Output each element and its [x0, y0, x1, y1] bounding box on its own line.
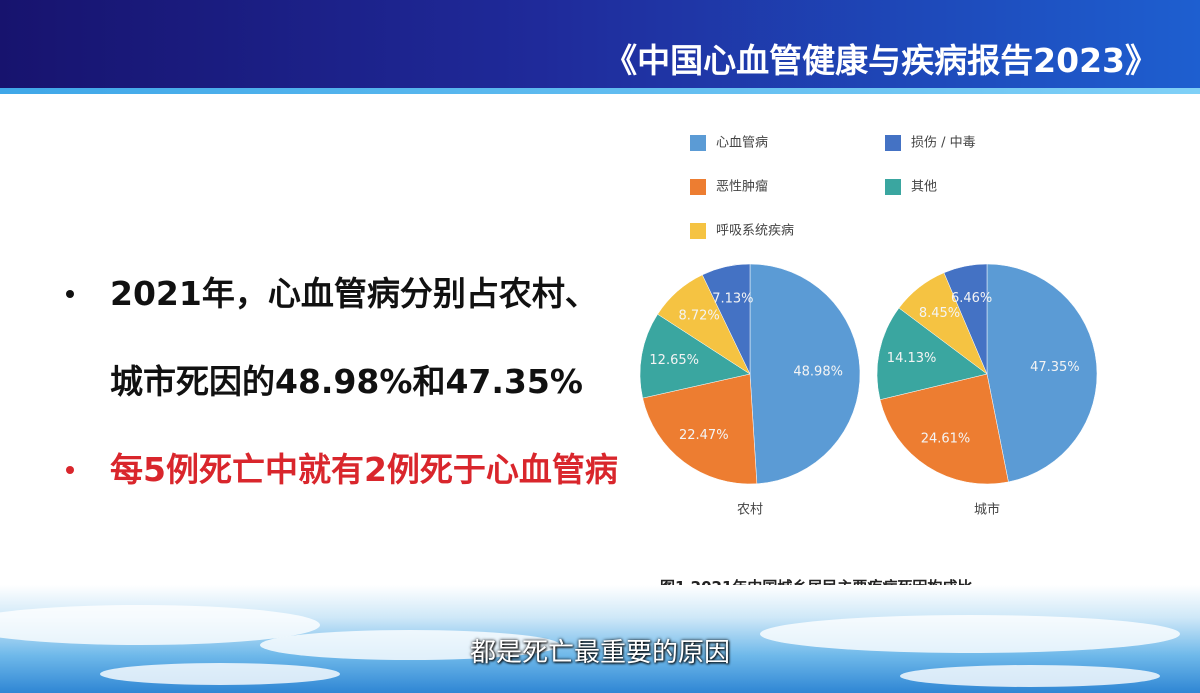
- legend-label: 其他: [911, 180, 937, 195]
- legend-label: 损伤 / 中毒: [911, 136, 976, 151]
- bullet-text: 每5例死亡中就有2例死于心血管病: [110, 450, 618, 489]
- header-line: [0, 88, 1200, 94]
- foam: [260, 630, 560, 660]
- legend-swatch: [690, 223, 706, 239]
- pie-slice: [879, 373, 1009, 485]
- data-label: 47.35%: [1030, 360, 1080, 375]
- legend-swatch: [885, 179, 901, 195]
- foam: [900, 665, 1160, 687]
- data-label: 12.65%: [649, 353, 699, 368]
- pie-slice: [749, 263, 861, 485]
- pie-slice: [986, 263, 1098, 483]
- data-label: 8.45%: [919, 306, 960, 321]
- data-label: 24.61%: [921, 431, 971, 446]
- header-band: [0, 0, 1200, 88]
- pie-slice: [642, 373, 758, 485]
- pie-slice: [701, 263, 751, 375]
- slide-title: 《中国心血管健康与疾病报告2023》: [604, 41, 1158, 80]
- data-label: 7.13%: [712, 291, 753, 306]
- wave-background: [0, 585, 1200, 693]
- pie-slice: [943, 263, 988, 375]
- data-label: 6.46%: [951, 291, 992, 306]
- data-label: 48.98%: [793, 364, 843, 379]
- foam: [100, 663, 340, 685]
- legend-swatch: [690, 135, 706, 151]
- legend-label: 心血管病: [716, 136, 768, 151]
- legend-label: 恶性肿瘤: [716, 179, 768, 195]
- foam: [760, 615, 1180, 653]
- data-label: 8.72%: [678, 309, 719, 324]
- pie-slice: [876, 307, 988, 400]
- bullet-dot: [66, 466, 74, 474]
- legend-label: 呼吸系统疾病: [716, 224, 794, 239]
- pie-slice: [639, 313, 751, 399]
- pie-title: 农村: [737, 503, 763, 518]
- pie-title: 城市: [974, 502, 1000, 518]
- bullet-dot: [66, 290, 74, 298]
- data-label: 14.13%: [887, 351, 937, 366]
- bullet-text: 2021年，心血管病分别占农村、城市死因的48.98%和47.35%: [110, 274, 598, 401]
- video-subtitle: 都是死亡最重要的原因: [469, 638, 730, 668]
- legend-swatch: [690, 179, 706, 195]
- foam: [0, 605, 320, 645]
- legend-swatch: [885, 135, 901, 151]
- data-label: 22.47%: [679, 428, 729, 443]
